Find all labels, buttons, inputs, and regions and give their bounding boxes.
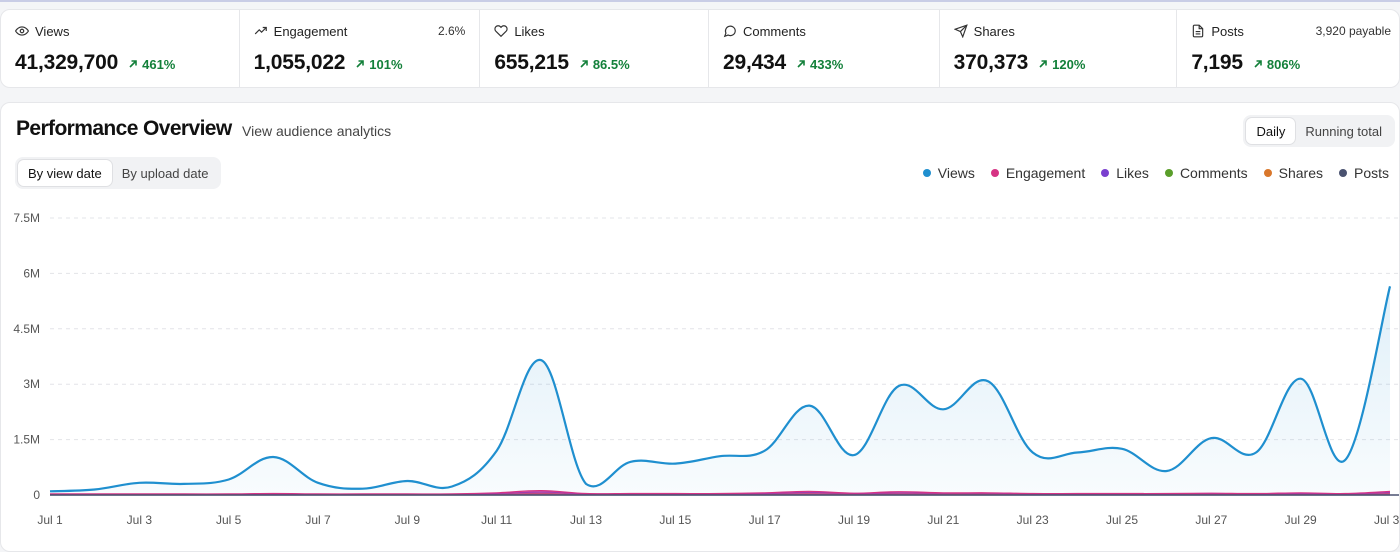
stat-change-value: 461% bbox=[142, 57, 175, 72]
performance-panel: Performance Overview View audience analy… bbox=[0, 102, 1400, 552]
comment-icon bbox=[723, 24, 737, 38]
stat-change-value: 120% bbox=[1052, 57, 1085, 72]
stat-change-value: 101% bbox=[369, 57, 402, 72]
y-tick-label: 3M bbox=[23, 377, 40, 391]
x-tick-label: Jul 23 bbox=[1017, 513, 1049, 527]
stat-change-value: 806% bbox=[1267, 57, 1300, 72]
mode-option-running-total[interactable]: Running total bbox=[1295, 118, 1392, 144]
stat-value: 370,373 bbox=[954, 51, 1029, 75]
stat-change: 120% bbox=[1038, 57, 1085, 72]
stats-bar: Views 41,329,700 461% Engagement 2.6% 1,… bbox=[0, 9, 1400, 88]
x-tick-label: Jul 5 bbox=[216, 513, 242, 527]
stat-value: 655,215 bbox=[494, 51, 569, 75]
legend-item-views[interactable]: Views bbox=[923, 165, 975, 181]
y-tick-label: 0 bbox=[33, 488, 40, 502]
arrow-up-right-icon bbox=[355, 59, 365, 69]
x-tick-label: Jul 13 bbox=[570, 513, 602, 527]
y-tick-label: 1.5M bbox=[13, 433, 40, 447]
x-tick-label: Jul 9 bbox=[395, 513, 421, 527]
mode-option-daily[interactable]: Daily bbox=[1246, 118, 1295, 144]
stat-side-note: 2.6% bbox=[438, 24, 465, 38]
stat-card-engagement[interactable]: Engagement 2.6% 1,055,022 101% bbox=[240, 10, 481, 87]
legend-label: Engagement bbox=[1006, 165, 1085, 181]
stat-value: 29,434 bbox=[723, 51, 786, 75]
trending-up-icon bbox=[254, 24, 268, 38]
x-tick-label: Jul 3 bbox=[127, 513, 153, 527]
stat-change: 806% bbox=[1253, 57, 1300, 72]
stat-label: Likes bbox=[514, 24, 544, 39]
heart-icon bbox=[494, 24, 508, 38]
legend-item-engagement[interactable]: Engagement bbox=[991, 165, 1085, 181]
legend-item-shares[interactable]: Shares bbox=[1264, 165, 1323, 181]
x-tick-label: Jul 31 bbox=[1374, 513, 1399, 527]
legend-label: Posts bbox=[1354, 165, 1389, 181]
stat-change: 433% bbox=[796, 57, 843, 72]
eye-icon bbox=[15, 24, 29, 38]
y-tick-label: 7.5M bbox=[13, 211, 40, 225]
series-area-views bbox=[50, 286, 1390, 495]
stat-label: Shares bbox=[974, 24, 1015, 39]
stat-value: 7,195 bbox=[1191, 51, 1243, 75]
arrow-up-right-icon bbox=[796, 59, 806, 69]
chart-legend: Views Engagement Likes Comments Shares P… bbox=[907, 165, 1389, 181]
x-tick-label: Jul 11 bbox=[481, 513, 512, 527]
legend-label: Views bbox=[938, 165, 975, 181]
x-tick-label: Jul 29 bbox=[1285, 513, 1317, 527]
legend-dot bbox=[1339, 169, 1347, 177]
stat-card-shares[interactable]: Shares 370,373 120% bbox=[940, 10, 1178, 87]
stat-label: Views bbox=[35, 24, 69, 39]
date-option-upload-date[interactable]: By upload date bbox=[112, 160, 219, 186]
legend-dot bbox=[923, 169, 931, 177]
stat-label: Engagement bbox=[274, 24, 348, 39]
mode-toggle: Daily Running total bbox=[1243, 115, 1395, 147]
document-icon bbox=[1191, 24, 1205, 38]
legend-label: Comments bbox=[1180, 165, 1248, 181]
top-border bbox=[0, 0, 1400, 2]
stat-card-posts[interactable]: Posts 3,920 payable 7,195 806% bbox=[1177, 10, 1399, 87]
arrow-up-right-icon bbox=[128, 59, 138, 69]
stat-change: 101% bbox=[355, 57, 402, 72]
arrow-up-right-icon bbox=[579, 59, 589, 69]
legend-dot bbox=[1165, 169, 1173, 177]
x-tick-label: Jul 17 bbox=[749, 513, 781, 527]
legend-item-likes[interactable]: Likes bbox=[1101, 165, 1149, 181]
stat-card-likes[interactable]: Likes 655,215 86.5% bbox=[480, 10, 709, 87]
stat-change: 461% bbox=[128, 57, 175, 72]
x-tick-label: Jul 15 bbox=[659, 513, 691, 527]
page-title: Performance Overview bbox=[16, 117, 232, 141]
stat-change-value: 86.5% bbox=[593, 57, 630, 72]
x-tick-label: Jul 1 bbox=[37, 513, 63, 527]
stat-side-note: 3,920 payable bbox=[1316, 24, 1391, 38]
legend-item-posts[interactable]: Posts bbox=[1339, 165, 1389, 181]
stat-change: 86.5% bbox=[579, 57, 630, 72]
stat-card-views[interactable]: Views 41,329,700 461% bbox=[1, 10, 240, 87]
stat-change-value: 433% bbox=[810, 57, 843, 72]
stat-card-comments[interactable]: Comments 29,434 433% bbox=[709, 10, 940, 87]
x-tick-label: Jul 7 bbox=[305, 513, 331, 527]
performance-chart: 0 1.5M 3M 4.5M 6M 7.5M Jul 1 Jul 3 Jul 5 Jul 7 Jul… bbox=[1, 203, 1399, 540]
arrow-up-right-icon bbox=[1253, 59, 1263, 69]
legend-label: Likes bbox=[1116, 165, 1149, 181]
date-toggle: By view date By upload date bbox=[15, 157, 221, 189]
legend-dot bbox=[991, 169, 999, 177]
y-tick-label: 4.5M bbox=[13, 322, 40, 336]
arrow-up-right-icon bbox=[1038, 59, 1048, 69]
stat-label: Posts bbox=[1211, 24, 1244, 39]
x-tick-label: Jul 25 bbox=[1106, 513, 1138, 527]
legend-item-comments[interactable]: Comments bbox=[1165, 165, 1248, 181]
x-tick-label: Jul 19 bbox=[838, 513, 870, 527]
view-audience-analytics-link[interactable]: View audience analytics bbox=[242, 123, 391, 139]
y-tick-label: 6M bbox=[23, 266, 40, 280]
x-tick-label: Jul 21 bbox=[927, 513, 959, 527]
send-icon bbox=[954, 24, 968, 38]
legend-label: Shares bbox=[1279, 165, 1323, 181]
x-tick-label: Jul 27 bbox=[1195, 513, 1227, 527]
stat-value: 41,329,700 bbox=[15, 51, 118, 75]
legend-dot bbox=[1264, 169, 1272, 177]
legend-dot bbox=[1101, 169, 1109, 177]
stat-value: 1,055,022 bbox=[254, 51, 346, 75]
stat-label: Comments bbox=[743, 24, 806, 39]
date-option-view-date[interactable]: By view date bbox=[18, 160, 112, 186]
